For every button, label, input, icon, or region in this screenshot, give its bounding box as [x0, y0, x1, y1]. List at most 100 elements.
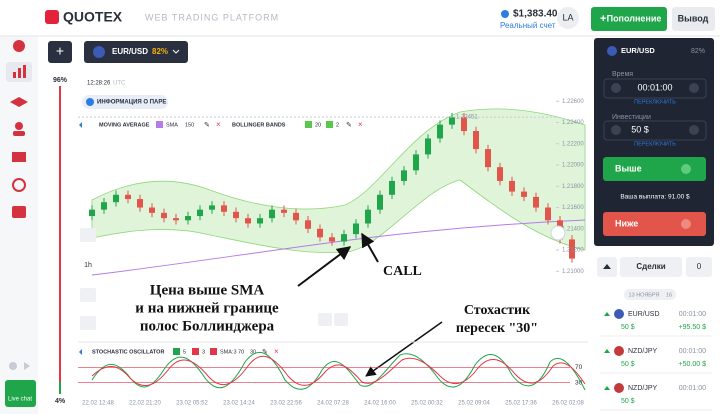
trades-title: Сделки [636, 262, 665, 271]
add-chart-button[interactable] [48, 41, 72, 63]
profile-icon[interactable] [15, 122, 23, 130]
bb-swatch [305, 121, 312, 128]
trades-tab[interactable] [620, 257, 682, 277]
candle-body [341, 234, 347, 242]
avatar[interactable] [557, 7, 579, 29]
signal-icon[interactable] [12, 178, 26, 192]
candle-body [233, 211, 239, 219]
time-label: 22.02 21:20 [129, 401, 161, 407]
asset-button[interactable] [84, 41, 188, 63]
ma-period: 150 [185, 122, 194, 128]
settings-icon[interactable] [9, 362, 17, 370]
candle-body [101, 202, 107, 210]
down-button[interactable] [603, 212, 706, 236]
stoch-remove[interactable]: × [274, 347, 279, 356]
deposit-label: Пополнение [607, 13, 662, 23]
ma-edit[interactable]: ✎ [204, 122, 210, 129]
price-tick-label: 1.22600 [562, 99, 584, 105]
stoch-upper-param: 70 [238, 349, 244, 355]
time-minus[interactable] [611, 83, 621, 93]
time-switch[interactable]: ПЕРЕКЛЮЧИТЬ [634, 99, 676, 105]
bb-edit[interactable]: ✎ [346, 122, 352, 129]
stoch-edit[interactable]: ✎ [262, 349, 268, 356]
deposit-button[interactable] [591, 7, 667, 31]
annotation: Стохастик [464, 303, 531, 318]
trade-direction [604, 349, 610, 353]
stoch-d-swatch [192, 348, 199, 355]
chart-icon [13, 72, 16, 78]
stoch-d: 3 [202, 349, 205, 355]
account-type[interactable]: Реальный счет [500, 21, 556, 30]
up-icon [681, 164, 691, 174]
info-button[interactable] [82, 95, 168, 109]
up-button[interactable] [603, 157, 706, 181]
panel-flag [607, 46, 617, 56]
candles [89, 112, 575, 263]
amount-plus[interactable] [689, 125, 699, 135]
zoom-in[interactable] [334, 313, 348, 326]
balance[interactable]: $1,383.40 [513, 9, 558, 20]
amount-input[interactable] [603, 120, 707, 141]
stoch-collapse[interactable] [79, 349, 82, 355]
candle-body [293, 212, 299, 221]
live-chat-button[interactable] [5, 380, 36, 407]
indicator-tool[interactable] [80, 316, 96, 330]
trades-count-box [686, 257, 712, 277]
chart-icon [23, 65, 26, 78]
time-input[interactable] [603, 78, 707, 99]
sidebar [0, 36, 38, 414]
bb-label: BOLLINGER BANDS [232, 122, 286, 128]
education-icon[interactable] [10, 97, 28, 107]
withdraw-button[interactable] [672, 7, 715, 31]
profile-icon [13, 131, 25, 136]
draw-tool[interactable] [80, 228, 96, 242]
candle-body [197, 209, 203, 217]
trade-result: +50.00 $ [679, 361, 707, 368]
indicator-collapse[interactable] [79, 122, 82, 128]
payout-text: Ваша выплата: 91.00 $ [620, 194, 690, 201]
market-icon[interactable] [12, 152, 26, 162]
candle-body [425, 138, 431, 155]
stoch-level-label: 30 [575, 379, 583, 386]
candle-body [365, 209, 371, 224]
candle-body [89, 209, 95, 217]
stoch-k: 5 [183, 349, 186, 355]
bb-remove[interactable]: × [358, 120, 363, 129]
ma-remove[interactable]: × [216, 120, 221, 129]
annotation-call: CALL [383, 264, 422, 279]
down-label: Ниже [615, 218, 638, 228]
sentiment-down: 4% [55, 398, 66, 405]
withdraw-label: Вывод [678, 13, 709, 23]
trade-time: 00:01:00 [679, 385, 706, 392]
stoch-lower-param: 30 [250, 349, 256, 355]
price-tick-label: 1.21800 [562, 184, 584, 190]
date-pill [624, 289, 676, 300]
time-plus[interactable] [689, 83, 699, 93]
ma-label: MOVING AVERAGE [99, 122, 150, 128]
candle-body [353, 223, 359, 235]
ma-type: SMA [166, 122, 178, 128]
candle-body [173, 218, 179, 221]
amount-switch[interactable]: ПЕРЕКЛЮЧИТЬ [634, 141, 676, 147]
scroll-right[interactable] [550, 225, 566, 241]
asset-chevron [172, 49, 180, 54]
help-icon[interactable] [13, 40, 25, 52]
stoch-d-line [91, 355, 586, 386]
price-tick-label: 1.22000 [562, 163, 584, 169]
amount-minus[interactable] [611, 125, 621, 135]
timeframe[interactable]: 1h [84, 262, 92, 269]
chart-type-tool[interactable] [80, 288, 96, 302]
time-label: 25.02 17:36 [505, 401, 537, 407]
price-tick-label: 1.22200 [562, 141, 584, 147]
chart-icon [18, 68, 21, 78]
stoch-level-label: 70 [575, 364, 583, 371]
bb-period: 20 [315, 122, 321, 128]
ma-swatch [156, 121, 163, 128]
trade-direction [604, 312, 610, 316]
tournament-icon[interactable] [12, 206, 26, 218]
candle-body [137, 199, 143, 208]
logout-icon[interactable] [24, 362, 30, 370]
zoom-out[interactable] [318, 313, 332, 326]
arrow [361, 232, 379, 263]
